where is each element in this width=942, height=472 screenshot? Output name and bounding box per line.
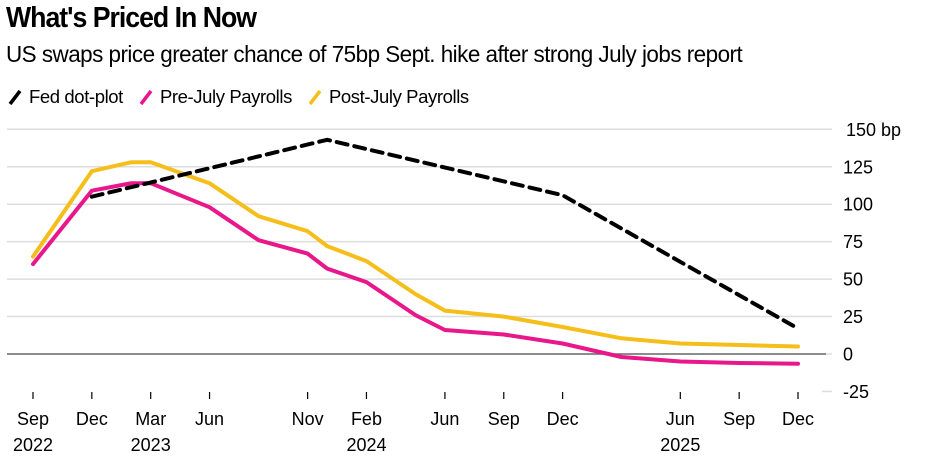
- x-tick-label: Sep: [723, 409, 755, 429]
- y-tick-label: -25: [843, 382, 869, 402]
- x-tick-label: Mar: [135, 409, 166, 429]
- x-tick-label: Jun: [666, 409, 695, 429]
- legend-item-post-july: Post-July Payrolls: [308, 86, 469, 108]
- x-tick-label: Sep: [17, 409, 49, 429]
- legend-swatch-fed-icon: [8, 89, 22, 106]
- y-tick-label: 50: [843, 270, 863, 290]
- chart-subtitle: US swaps price greater chance of 75bp Se…: [6, 41, 743, 67]
- x-tick-label: Dec: [547, 409, 579, 429]
- y-tick-label: 150 bp: [846, 120, 901, 140]
- x-tick-label: Jun: [195, 409, 224, 429]
- y-tick-label: 100: [843, 195, 873, 215]
- legend: Fed dot-plot Pre-July Payrolls Post-July…: [8, 86, 485, 108]
- legend-swatch-post-icon: [308, 89, 322, 106]
- x-tick-label: Dec: [782, 409, 814, 429]
- series-line-post: [31, 160, 800, 349]
- legend-label-post: Post-July Payrolls: [328, 86, 469, 107]
- series-lines: [31, 137, 800, 366]
- x-tick-label: Feb: [351, 409, 382, 429]
- y-tick-label: 125: [843, 157, 873, 177]
- chart-title: What's Priced In Now: [6, 2, 257, 34]
- x-tick-label: Jun: [430, 409, 459, 429]
- series-line-pre: [31, 181, 800, 366]
- legend-label-pre: Pre-July Payrolls: [159, 86, 292, 107]
- gridlines: [7, 128, 832, 393]
- legend-label-fed: Fed dot-plot: [29, 86, 123, 107]
- x-tick-year-label: 2024: [346, 435, 386, 455]
- legend-item-pre-july: Pre-July Payrolls: [139, 86, 292, 108]
- x-tick-year-label: 2023: [131, 435, 171, 455]
- y-axis-labels: -25 0 25 50 75 100 125 150 bp: [843, 120, 901, 402]
- y-tick-label: 75: [843, 232, 863, 252]
- x-tick-label: Dec: [76, 409, 108, 429]
- x-tick-label: Nov: [292, 409, 324, 429]
- x-tick-label: Sep: [488, 409, 520, 429]
- x-axis: Sep 2022 Dec Mar 2023 Jun Nov Feb 2024 Jun Sep Dec J…: [13, 392, 814, 455]
- series-line-fed: [89, 137, 800, 331]
- legend-swatch-pre-icon: [139, 89, 153, 106]
- y-tick-label: 0: [843, 345, 853, 365]
- y-tick-label: 25: [843, 307, 863, 327]
- x-tick-year-label: 2022: [13, 435, 53, 455]
- legend-item-fed-dot-plot: Fed dot-plot: [8, 86, 123, 108]
- x-tick-year-label: 2025: [660, 435, 700, 455]
